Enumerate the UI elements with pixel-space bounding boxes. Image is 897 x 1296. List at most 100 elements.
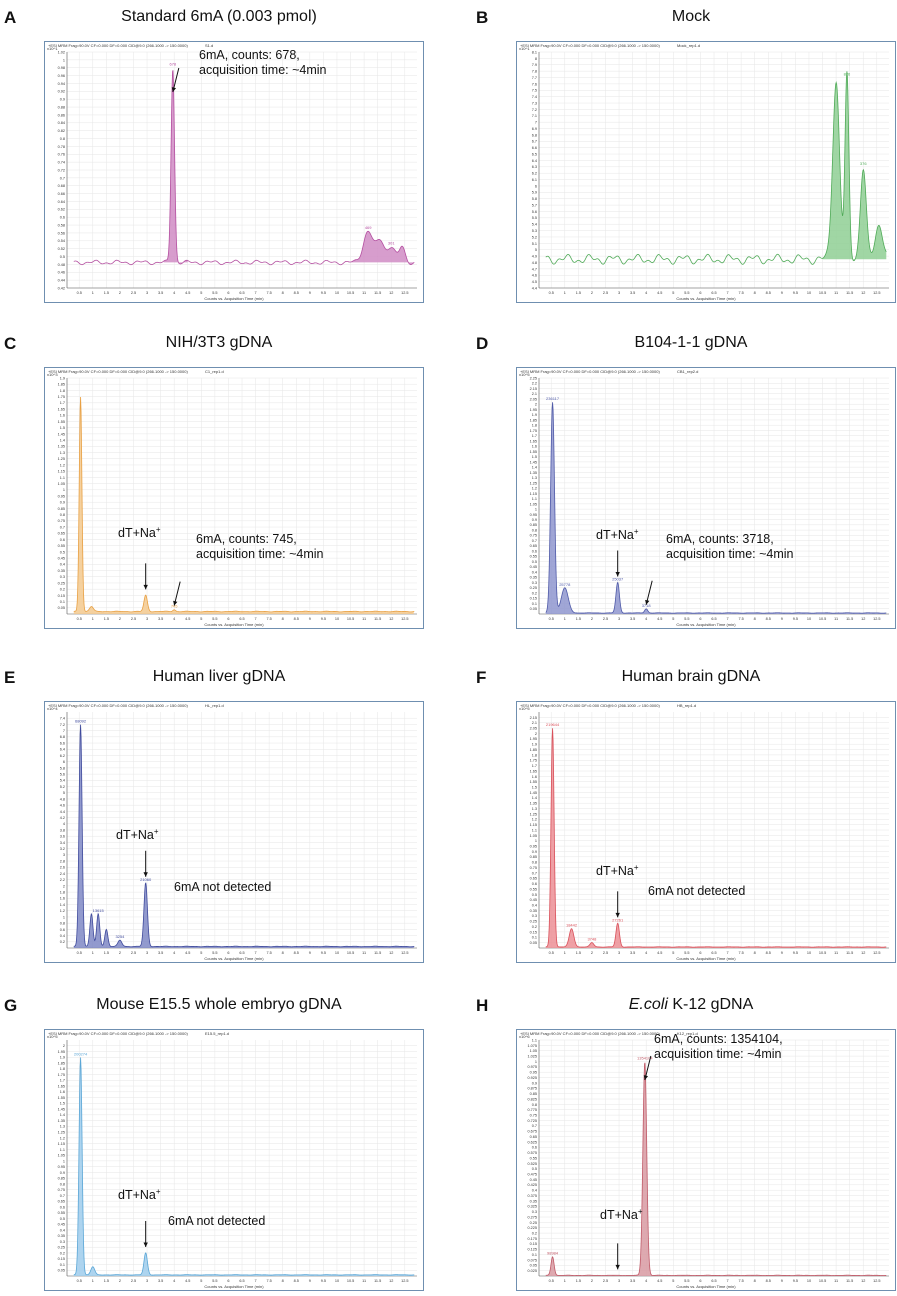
y-tick-label: 0.05 (530, 1264, 537, 1268)
x-tick-label: 5.5 (684, 291, 689, 295)
x-tick-label: 12 (861, 617, 865, 621)
y-tick-label: 1.55 (530, 450, 537, 454)
y-tick-label: 0.8 (532, 1103, 537, 1107)
y-tick-label: 0.48 (58, 263, 65, 267)
panel-title: B104-1-1 gDNA (634, 334, 748, 351)
y-tick-label: 1.35 (530, 471, 537, 475)
y-tick-label: 0.4 (60, 934, 65, 938)
x-axis-label: Counts vs. Acquisition Time (min) (204, 1284, 264, 1289)
y-tick-label: 5.2 (532, 235, 537, 239)
x-tick-label: 1.5 (576, 617, 581, 621)
y-tick-label: 0.5 (532, 893, 537, 897)
y-tick-label: 5 (535, 248, 537, 252)
y-tick-label: 2.6 (60, 866, 65, 870)
y-tick-label: 1.65 (58, 407, 65, 411)
y-tick-label: 0.675 (527, 1130, 537, 1134)
peak-label: 18442 (566, 923, 578, 928)
y-tick-label: 1.05 (530, 834, 537, 838)
y-tick-label: 0.75 (530, 1113, 537, 1117)
y-tick-label: 0.2 (60, 588, 65, 592)
y-tick-label: 4.7 (532, 267, 537, 271)
y-tick-label: 0.44 (58, 279, 65, 283)
x-tick-label: 5.5 (212, 291, 217, 295)
x-tick-label: 11 (362, 291, 366, 295)
y-tick-label: 0.35 (58, 569, 65, 573)
y-tick-label: 0.65 (530, 877, 537, 881)
y-tick-label: 6 (535, 184, 537, 188)
y-tick-label: 1 (63, 1159, 65, 1163)
y-tick-label: 5.4 (532, 223, 537, 227)
y-tick-label: 0.15 (58, 594, 65, 598)
panel-letter: D (476, 334, 489, 353)
y-tick-label: 7.1 (532, 114, 537, 118)
y-tick-label: 0.5 (60, 255, 65, 259)
y-tick-label: 1.55 (58, 420, 65, 424)
x-tick-label: 11 (834, 291, 838, 295)
x-tick-label: 10 (807, 951, 811, 955)
y-tick-label: 0.1 (532, 602, 537, 606)
peak-label: 3254 (115, 934, 125, 939)
y-tick-label: 1.25 (530, 481, 537, 485)
y-scale-exponent: x10^5 (47, 1034, 58, 1039)
y-tick-label: 1.2 (60, 463, 65, 467)
y-tick-label: 1.025 (527, 1054, 537, 1058)
annotation-6ma: 6mA, counts: 3718, acquisition time: ~4m… (666, 532, 794, 561)
y-tick-label: 0.6 (60, 216, 65, 220)
y-tick-label: 1 (535, 508, 537, 512)
x-tick-label: 6 (699, 951, 701, 955)
x-tick-label: 6.5 (239, 617, 244, 621)
x-tick-label: 4.5 (657, 951, 662, 955)
y-tick-label: 1.15 (530, 492, 537, 496)
y-tick-label: 6.8 (532, 133, 537, 137)
chromatogram-trace (545, 1062, 887, 1276)
x-tick-label: 1 (92, 617, 94, 621)
y-tick-label: 0.65 (58, 532, 65, 536)
peak-label: 3748 (587, 937, 597, 942)
y-tick-label: 4.5 (532, 280, 537, 284)
panel-d: D B104-1-1 gDNA x10^5 0.05 0.1 0.15 0.2 0.25 0… (476, 334, 897, 634)
peak-label: 68092 (75, 718, 87, 723)
y-tick-label: 0.35 (530, 576, 537, 580)
x-tick-label: 9.5 (321, 291, 326, 295)
chromatogram-trace (73, 396, 415, 613)
y-tick-label: 1.3 (60, 451, 65, 455)
data-file-name: S1.d (205, 43, 213, 48)
x-tick-label: 10 (335, 291, 339, 295)
y-tick-label: 6.8 (60, 735, 65, 739)
y-tick-label: 1.5 (60, 1102, 65, 1106)
y-tick-label: 1.25 (530, 812, 537, 816)
y-tick-label: 2.1 (532, 721, 537, 725)
x-tick-label: 9.5 (321, 617, 326, 621)
chromatogram-header: +ESI MRM Frag=90.0V CF=0.000 DF=0.000 CI… (520, 1031, 660, 1036)
x-tick-label: 3 (618, 291, 620, 295)
y-tick-label: 0.85 (530, 1092, 537, 1096)
x-tick-label: 3 (618, 617, 620, 621)
annotation-6ma: 6mA, counts: 678, acquisition time: ~4mi… (199, 48, 327, 77)
y-scale-exponent: x10^1 (47, 46, 58, 51)
x-tick-label: 3 (146, 617, 148, 621)
y-tick-label: 0.94 (58, 82, 65, 86)
y-tick-label: 0.1 (60, 600, 65, 604)
x-tick-label: 8 (754, 291, 756, 295)
y-tick-label: 7.4 (60, 717, 65, 721)
x-tick-label: 3.5 (158, 951, 163, 955)
y-tick-label: 0.625 (527, 1140, 537, 1144)
y-tick-label: 0.175 (527, 1237, 537, 1241)
x-tick-label: 9 (309, 617, 311, 621)
x-tick-label: 9.5 (321, 951, 326, 955)
annotation-dt-na: dT+Na+ (596, 527, 639, 543)
y-tick-label: 1.05 (58, 1154, 65, 1158)
y-tick-label: 1 (535, 1060, 537, 1064)
panel-title: Mouse E15.5 whole embryo gDNA (96, 996, 342, 1013)
y-tick-label: 5.9 (532, 191, 537, 195)
y-tick-label: 2.4 (60, 872, 65, 876)
x-tick-label: 0.5 (77, 617, 82, 621)
y-tick-label: 1.2 (532, 818, 537, 822)
y-tick-label: 6.4 (532, 159, 537, 163)
peak-label: 3718 (642, 603, 652, 608)
y-tick-label: 0.925 (527, 1076, 537, 1080)
peak-label: 98984 (547, 1251, 559, 1256)
y-tick-label: 0.3 (60, 575, 65, 579)
x-tick-label: 4 (645, 617, 647, 621)
y-tick-label: 6 (63, 760, 65, 764)
